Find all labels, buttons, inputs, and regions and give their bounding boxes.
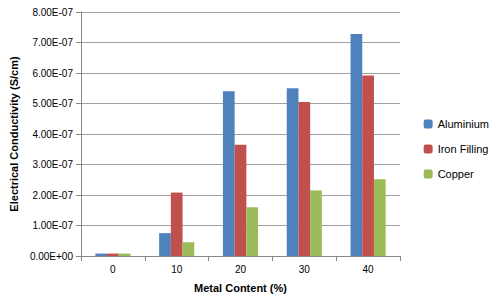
svg-text:5.00E-07: 5.00E-07 — [32, 98, 73, 109]
svg-text:7.00E-07: 7.00E-07 — [32, 37, 73, 48]
svg-text:20: 20 — [235, 264, 247, 275]
svg-text:0.00E+00: 0.00E+00 — [30, 251, 74, 262]
svg-text:Metal Content (%): Metal Content (%) — [194, 282, 287, 294]
svg-text:Copper: Copper — [438, 168, 474, 180]
svg-text:4.00E-07: 4.00E-07 — [32, 129, 73, 140]
svg-text:Iron Filling: Iron Filling — [438, 143, 489, 155]
svg-text:1.00E-07: 1.00E-07 — [32, 220, 73, 231]
svg-text:30: 30 — [299, 264, 311, 275]
svg-text:8.00E-07: 8.00E-07 — [32, 7, 73, 18]
svg-text:2.00E-07: 2.00E-07 — [32, 190, 73, 201]
svg-text:6.00E-07: 6.00E-07 — [32, 68, 73, 79]
svg-text:Aluminium: Aluminium — [438, 118, 489, 130]
svg-text:Electrical Conductivity (S/cm): Electrical Conductivity (S/cm) — [8, 56, 20, 212]
svg-text:40: 40 — [363, 264, 375, 275]
svg-text:10: 10 — [171, 264, 183, 275]
svg-text:0: 0 — [110, 264, 116, 275]
svg-text:3.00E-07: 3.00E-07 — [32, 159, 73, 170]
